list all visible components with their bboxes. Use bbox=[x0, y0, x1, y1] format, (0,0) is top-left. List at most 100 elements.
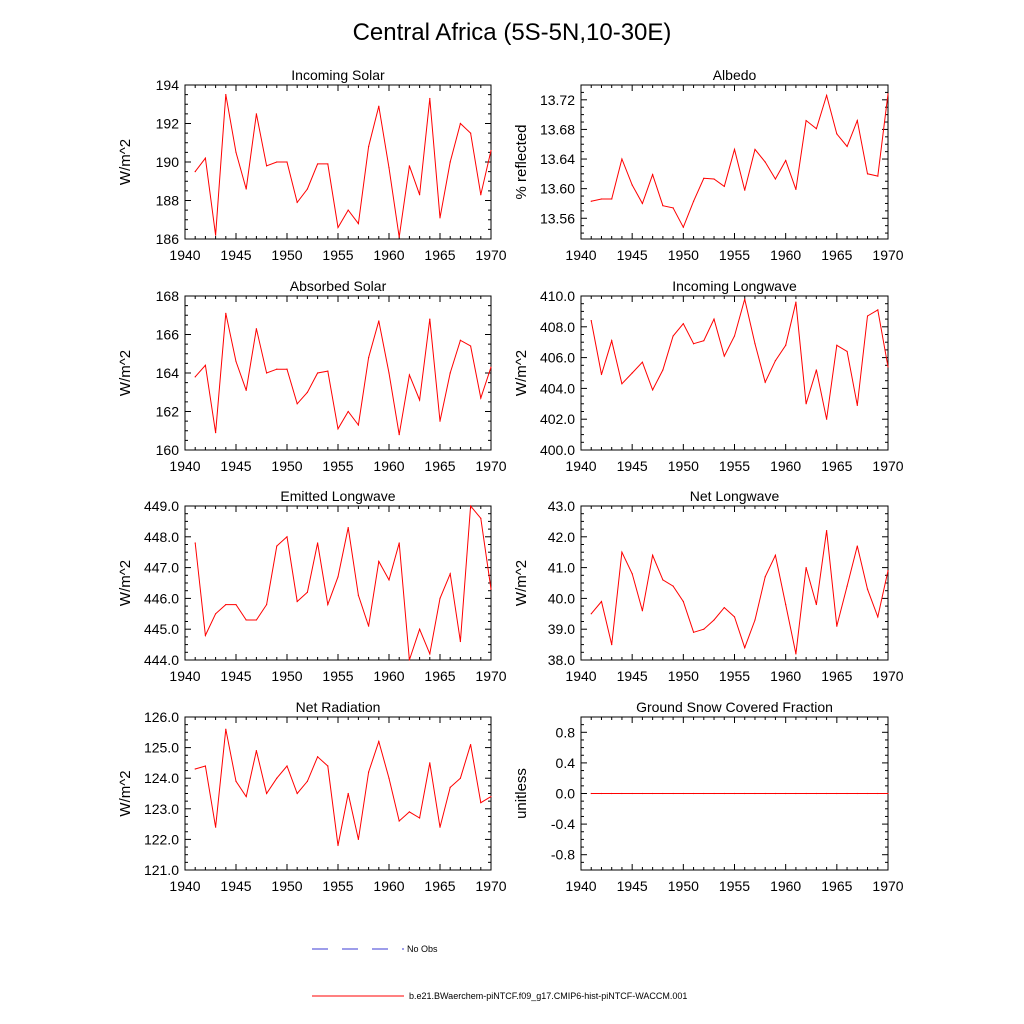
y-tick-label: 13.72 bbox=[540, 92, 575, 108]
y-tick-label: 410.0 bbox=[540, 288, 575, 304]
data-point-net-radiation bbox=[245, 795, 247, 798]
x-tick-label: 1940 bbox=[169, 247, 200, 263]
data-point-incoming-longwave bbox=[733, 335, 736, 337]
data-point-emitted-longwave bbox=[266, 603, 268, 606]
data-point-incoming-solar bbox=[388, 167, 390, 169]
data-point-net-radiation bbox=[266, 792, 268, 795]
data-point-ground-snow-covered-fraction bbox=[703, 792, 705, 795]
data-point-net-radiation bbox=[327, 765, 329, 767]
y-tick-label: 42.0 bbox=[548, 529, 575, 545]
series-line-net-radiation bbox=[195, 729, 492, 846]
data-point-incoming-longwave bbox=[856, 404, 858, 406]
data-point-incoming-longwave bbox=[846, 350, 848, 353]
x-tick-label: 1945 bbox=[220, 668, 251, 684]
y-tick-label: 13.68 bbox=[540, 121, 575, 137]
data-point-net-radiation bbox=[439, 826, 441, 828]
data-point-ground-snow-covered-fraction bbox=[815, 792, 817, 795]
y-tick-label: 162 bbox=[156, 404, 180, 420]
x-tick-label: 1950 bbox=[271, 668, 302, 684]
data-point-net-radiation bbox=[204, 765, 206, 767]
data-point-incoming-solar bbox=[235, 151, 237, 153]
data-point-ground-snow-covered-fraction bbox=[590, 792, 592, 795]
data-point-ground-snow-covered-fraction bbox=[754, 792, 756, 795]
x-tick-label: 1940 bbox=[565, 247, 596, 263]
data-point-albedo bbox=[744, 189, 746, 191]
data-point-emitted-longwave bbox=[306, 591, 308, 593]
data-point-emitted-longwave bbox=[194, 542, 196, 544]
data-point-ground-snow-covered-fraction bbox=[641, 792, 644, 795]
y-tick-label: 186 bbox=[156, 231, 180, 247]
y-tick-label: 166 bbox=[156, 327, 180, 343]
data-point-absorbed-solar bbox=[429, 318, 431, 320]
y-tick-label: 121.0 bbox=[144, 862, 179, 878]
data-point-absorbed-solar bbox=[408, 374, 410, 376]
data-point-net-longwave bbox=[856, 545, 858, 547]
data-point-albedo bbox=[621, 158, 623, 160]
y-tick-label: 404.0 bbox=[540, 380, 575, 396]
data-point-net-longwave bbox=[846, 585, 848, 587]
data-point-incoming-longwave bbox=[866, 315, 869, 317]
data-point-net-longwave bbox=[713, 619, 715, 621]
data-point-net-radiation bbox=[388, 777, 390, 779]
data-point-ground-snow-covered-fraction bbox=[795, 792, 797, 795]
data-point-albedo bbox=[703, 177, 705, 179]
x-tick-label: 1965 bbox=[821, 458, 852, 474]
x-tick-label: 1945 bbox=[617, 878, 648, 894]
data-point-albedo bbox=[826, 94, 828, 96]
y-axis-label-incoming-longwave: W/m^2 bbox=[513, 350, 530, 396]
data-point-ground-snow-covered-fraction bbox=[682, 792, 684, 795]
data-point-albedo bbox=[795, 188, 797, 190]
data-point-net-longwave bbox=[754, 619, 756, 621]
data-point-incoming-longwave bbox=[713, 318, 715, 320]
data-point-albedo bbox=[846, 145, 848, 148]
series-line-absorbed-solar bbox=[194, 313, 492, 435]
data-point-incoming-longwave bbox=[703, 340, 705, 342]
x-tick-label: 1940 bbox=[565, 458, 596, 474]
plot-frame-emitted-longwave bbox=[184, 505, 492, 661]
data-point-absorbed-solar bbox=[368, 357, 370, 359]
panel-title-albedo: Albedo bbox=[713, 67, 757, 83]
x-tick-label: 1955 bbox=[322, 458, 353, 474]
data-point-albedo bbox=[785, 159, 787, 162]
data-point-incoming-longwave bbox=[785, 344, 787, 346]
x-tick-label: 1955 bbox=[719, 247, 750, 263]
data-point-net-longwave bbox=[692, 631, 695, 633]
data-point-ground-snow-covered-fraction bbox=[785, 792, 787, 795]
data-point-net-longwave bbox=[785, 603, 787, 606]
data-point-albedo bbox=[754, 148, 756, 151]
data-point-net-longwave bbox=[652, 554, 654, 556]
data-point-incoming-longwave bbox=[692, 343, 695, 345]
data-point-absorbed-solar bbox=[439, 420, 441, 422]
data-point-net-longwave bbox=[590, 613, 592, 615]
data-point-net-longwave bbox=[641, 610, 644, 612]
data-point-net-longwave bbox=[662, 579, 664, 581]
data-point-net-longwave bbox=[764, 576, 766, 578]
data-point-incoming-longwave bbox=[641, 361, 644, 363]
data-point-incoming-solar bbox=[204, 157, 206, 159]
x-tick-label: 1970 bbox=[872, 668, 903, 684]
x-tick-label: 1970 bbox=[872, 247, 903, 263]
x-tick-label: 1960 bbox=[373, 247, 404, 263]
data-point-ground-snow-covered-fraction bbox=[611, 792, 613, 795]
data-point-net-radiation bbox=[317, 756, 319, 758]
data-point-emitted-longwave bbox=[317, 542, 319, 544]
data-point-absorbed-solar bbox=[194, 376, 196, 378]
data-point-ground-snow-covered-fraction bbox=[877, 792, 879, 795]
plot-frame-incoming-solar bbox=[184, 84, 492, 240]
series-line-incoming-longwave bbox=[590, 298, 889, 420]
y-tick-label: 447.0 bbox=[144, 560, 179, 576]
y-tick-label: 194 bbox=[156, 77, 180, 93]
y-tick-label: 13.56 bbox=[540, 210, 575, 226]
x-tick-label: 1960 bbox=[770, 878, 801, 894]
x-tick-label: 1950 bbox=[271, 247, 302, 263]
figure-title: Central Africa (5S-5N,10-30E) bbox=[353, 19, 672, 46]
y-tick-label: 43.0 bbox=[548, 498, 575, 514]
data-point-net-radiation bbox=[286, 765, 288, 767]
data-point-emitted-longwave bbox=[419, 628, 421, 630]
data-point-incoming-longwave bbox=[662, 369, 664, 371]
legend: No Obs b.e21.BWaerchem-piNTCF.f09_g17.CM… bbox=[312, 944, 687, 1001]
data-point-net-radiation bbox=[459, 777, 461, 779]
panel-incoming-longwave: Incoming Longwave W/m^2 1940 1945 1950 1955 19… bbox=[513, 278, 904, 474]
y-tick-label: 444.0 bbox=[144, 652, 179, 668]
